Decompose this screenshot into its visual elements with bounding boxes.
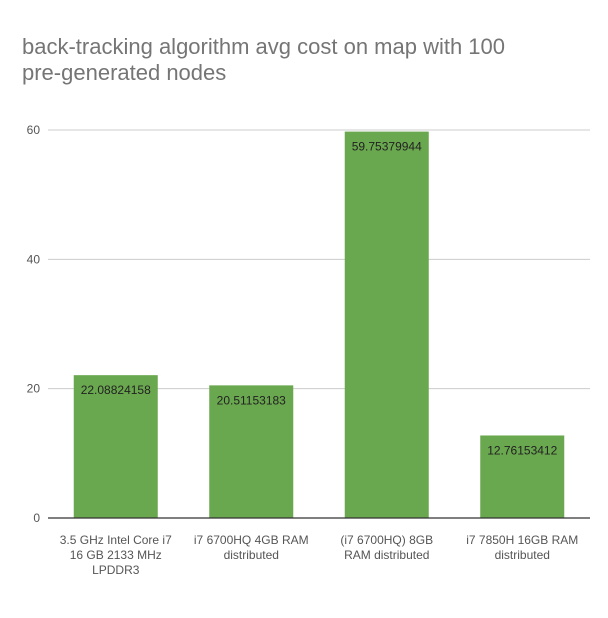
category-label-3-line-1: (i7 6700HQ) 8GB: [340, 533, 433, 547]
y-tick-label-20: 20: [27, 382, 41, 396]
category-label-1-line-3: LPDDR3: [92, 563, 140, 577]
y-tick-label-40: 40: [27, 252, 41, 266]
y-tick-label-0: 0: [33, 511, 40, 525]
category-label-4-line-1: i7 7850H 16GB RAM: [466, 533, 578, 547]
chart-title-line-2: pre-generated nodes: [22, 60, 227, 85]
category-label-2-line-2: distributed: [224, 548, 279, 562]
category-label-3: (i7 6700HQ) 8GB RAM distributed: [340, 533, 433, 562]
bar-4: [480, 435, 565, 518]
data-label-3: 59.75379944: [352, 140, 422, 154]
category-label-2-line-1: i7 6700HQ 4GB RAM: [194, 533, 309, 547]
chart-title: back-tracking algorithm avg cost on map …: [22, 34, 582, 86]
category-label-1: 3.5 GHz Intel Core i7 16 GB 2133 MHz LPDDR…: [60, 533, 172, 577]
bar-3: [344, 131, 429, 518]
category-label-2: i7 6700HQ 4GB RAM distributed: [194, 533, 309, 562]
chart-title-line-1: back-tracking algorithm avg cost on map …: [22, 34, 506, 59]
data-label-1: 22.08824158: [81, 383, 151, 397]
category-label-4-line-2: distributed: [495, 548, 550, 562]
data-label-2: 20.51153183: [217, 393, 287, 407]
category-label-1-line-1: 3.5 GHz Intel Core i7: [60, 533, 172, 547]
data-label-4: 12.76153412: [487, 443, 557, 457]
category-label-3-line-2: RAM distributed: [344, 548, 429, 562]
category-label-1-line-2: 16 GB 2133 MHz: [70, 548, 162, 562]
bar-1: [73, 375, 158, 518]
category-label-4: i7 7850H 16GB RAM distributed: [466, 533, 578, 562]
bar-2: [209, 385, 294, 518]
y-tick-label-60: 60: [27, 123, 41, 137]
